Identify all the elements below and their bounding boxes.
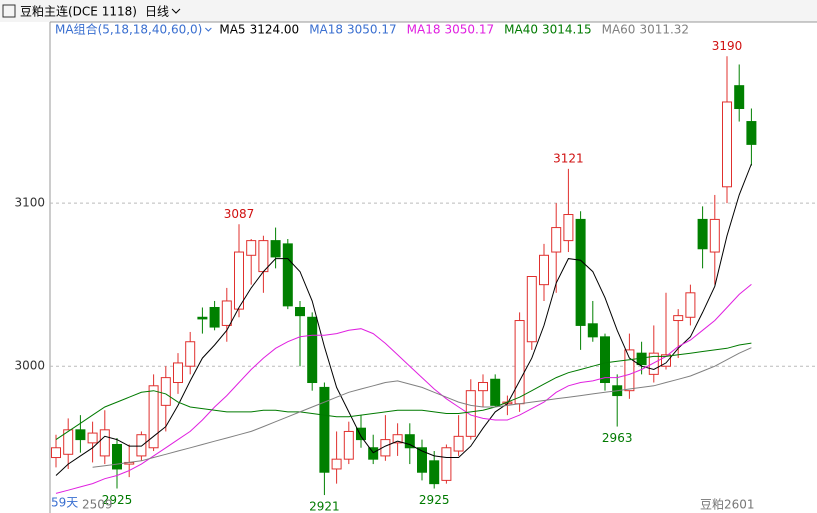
legend-value: 3124.00 — [250, 23, 300, 37]
candle-body — [209, 306, 220, 328]
candle-body — [722, 101, 732, 188]
legend-value: 3050.17 — [347, 23, 397, 37]
candle-body — [148, 385, 159, 449]
ma-line — [55, 163, 752, 476]
legend-value: 3014.15 — [542, 23, 592, 37]
ma-line — [55, 342, 752, 441]
candle-body — [685, 292, 696, 318]
legend-name: MA60 — [602, 23, 636, 37]
candle-body — [734, 85, 745, 110]
toolbar — [0, 0, 817, 22]
ma-line — [55, 284, 752, 494]
candle-body — [673, 315, 684, 322]
extreme-label: 3087 — [224, 207, 255, 221]
candle-body — [63, 429, 74, 455]
candle-body — [258, 240, 269, 273]
candle-body — [136, 434, 147, 457]
candle-body — [51, 447, 61, 459]
symbol: 豆粕主连(DCE 1118) — [20, 4, 137, 19]
legend-value: 3011.32 — [639, 23, 689, 37]
y-tick-label: 3000 — [14, 359, 45, 373]
candle-body — [453, 435, 464, 452]
legend-value: 3050.17 — [445, 23, 495, 37]
extreme-label: 3190 — [712, 39, 743, 53]
candle-body — [295, 306, 305, 317]
candle-body — [600, 336, 610, 384]
candle-body — [526, 276, 537, 343]
candle-body — [246, 240, 257, 256]
candle-body — [392, 434, 403, 444]
candle-body — [465, 390, 476, 437]
candle-body — [160, 377, 171, 406]
footer-contract: 豆粕2601 — [700, 497, 755, 512]
candle-body — [343, 430, 354, 460]
candle-body — [356, 427, 366, 441]
extreme-label: 3121 — [553, 151, 584, 165]
candle-body — [307, 316, 318, 384]
candle-body — [697, 218, 708, 250]
legend: MA组合(5,18,18,40,60,0) MA5 3124.00 MA18 3050.… — [55, 22, 689, 37]
candle-body — [197, 316, 208, 320]
candle-body — [661, 354, 671, 367]
candle-body — [478, 382, 488, 392]
candle-body — [221, 300, 232, 326]
candle-body — [173, 362, 183, 384]
legend-name: MA5 — [219, 23, 245, 37]
candle-body — [87, 432, 98, 444]
extreme-label: 2925 — [419, 493, 450, 507]
candle-body — [746, 121, 757, 145]
candle-body — [417, 447, 427, 473]
candle-body — [441, 447, 452, 481]
indicator: MA组合(5,18,18,40,60,0) — [55, 22, 202, 37]
candle-body — [514, 320, 525, 405]
candle-body — [380, 439, 391, 457]
candle-body — [575, 218, 586, 326]
candle-body — [319, 386, 330, 473]
legend-name: MA18 — [407, 23, 441, 37]
legend-name: MA18 — [309, 23, 343, 37]
candle-body — [185, 341, 196, 367]
candle-body — [587, 323, 598, 338]
extreme-label: 2963 — [602, 431, 633, 445]
extreme-label: 2925 — [102, 493, 133, 507]
candle-body — [563, 214, 574, 242]
candle-body — [429, 460, 440, 485]
period-dropdown[interactable] — [171, 8, 181, 14]
indicator-dropdown — [205, 27, 212, 32]
candle-body — [551, 227, 562, 253]
candle-body — [404, 434, 415, 449]
candle-body — [709, 218, 720, 253]
candle-body — [490, 378, 501, 406]
ma-line — [92, 347, 752, 468]
candle-body — [648, 352, 659, 375]
y-tick-label: 3100 — [14, 196, 45, 210]
legend-name: MA40 — [504, 23, 538, 37]
candle-body — [624, 349, 635, 392]
candle-body — [99, 429, 110, 457]
footer-contract: 2509 — [82, 498, 113, 512]
candle-body — [282, 243, 293, 307]
period[interactable]: 日线 — [145, 5, 169, 19]
candle-body — [539, 254, 549, 286]
candle-body — [75, 429, 86, 441]
extreme-label: 2921 — [309, 500, 340, 513]
candle-body — [234, 251, 244, 310]
candle-body — [112, 443, 122, 470]
candle-body — [368, 447, 379, 460]
candle-body — [331, 458, 342, 470]
footer-days: 59天 — [51, 496, 78, 510]
candle-body — [270, 240, 281, 258]
checkbox[interactable] — [2, 4, 16, 18]
